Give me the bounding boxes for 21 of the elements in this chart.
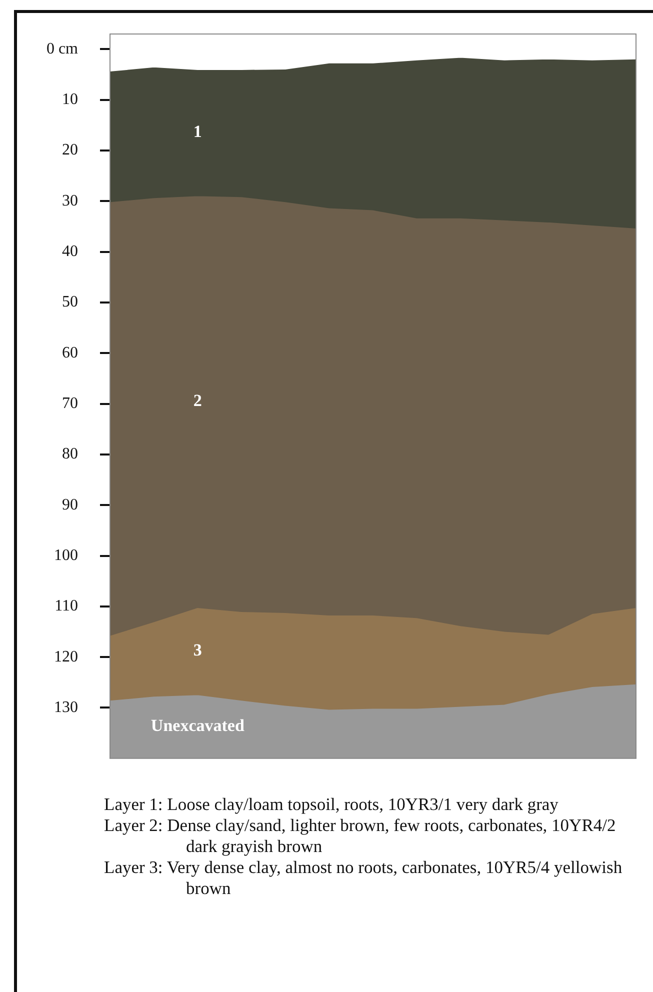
series-label: 3: [193, 640, 202, 660]
y-tick-label: 60: [62, 344, 78, 362]
y-tick-label: 10: [62, 91, 78, 108]
text: Layer 2: Dense clay/sand, lighter brown, few roots, carbonates, 10YR4/2 dark grayish brown: [104, 815, 617, 857]
y-tick-label: 110: [54, 598, 78, 615]
series-label: Unexcavated: [150, 716, 245, 735]
y-tick-label: 0 cm: [46, 40, 79, 58]
series-label: 2: [193, 390, 202, 410]
y-tick-label: 20: [62, 142, 78, 159]
y-tick-label: 130: [54, 698, 78, 716]
y-tick-label: 30: [62, 192, 78, 210]
y-tick-label: 80: [62, 446, 78, 463]
y-tick-label: 90: [62, 496, 78, 514]
text: Layer 1: Loose clay/loam topsoil, roots, 10YR3/1 very dark gray: [104, 794, 560, 815]
y-tick-label: 40: [62, 243, 78, 260]
y-tick-label: 50: [62, 294, 78, 311]
text: Layer 3: Very dense clay, almost no roots, carbonates, 10YR5/4 yellowish brown: [104, 857, 624, 899]
series-label: 1: [193, 122, 202, 141]
y-tick-label: 100: [54, 546, 78, 564]
y-tick-label: 70: [62, 395, 78, 412]
y-tick-label: 120: [54, 648, 78, 666]
